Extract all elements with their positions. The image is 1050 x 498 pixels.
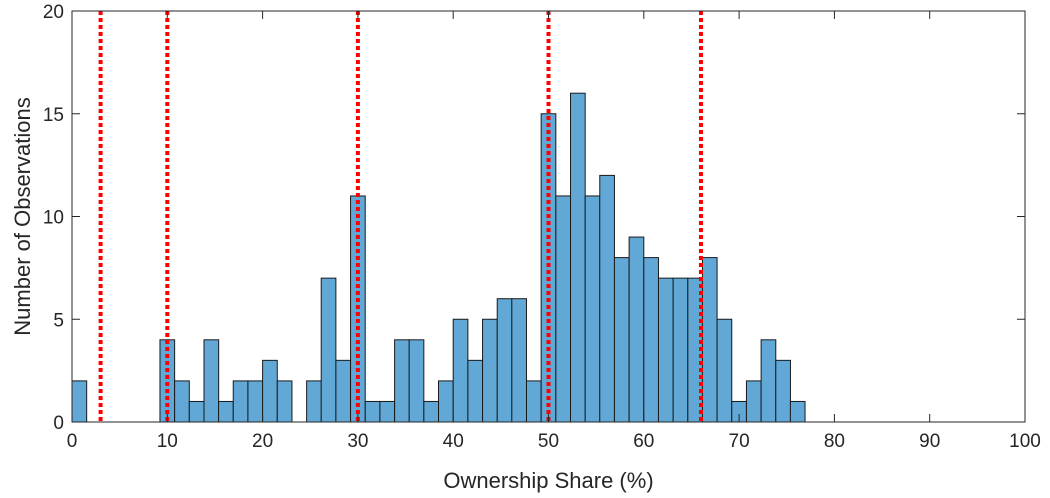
ticks-layer: 0 10 20 30 40 50 60 70 80 90 100 0 5 10 15 20 [43, 2, 1041, 452]
histogram-bar-34 [570, 92, 586, 423]
histogram-bar-11 [232, 380, 249, 423]
histogram-bar-38 [628, 236, 645, 423]
histogram-bar-26 [452, 318, 469, 423]
histogram-bar-48 [775, 359, 791, 423]
x-tick-label-7: 70 [729, 431, 750, 452]
histogram-bar-49 [789, 400, 806, 423]
histogram-bar-46 [745, 380, 762, 423]
histogram-bar-6 [159, 339, 176, 423]
histogram-bar-10 [218, 400, 234, 423]
histogram-bar-23 [408, 339, 425, 423]
x-tick-label-6: 60 [633, 431, 654, 452]
histogram-bar-31 [525, 380, 542, 423]
histogram-bar-16 [306, 380, 322, 423]
x-tick-label-3: 30 [347, 431, 368, 452]
histogram-bar-22 [394, 339, 410, 423]
histogram-bar-27 [467, 359, 484, 423]
histogram-bar-44 [716, 318, 733, 423]
histogram-bar-14 [276, 380, 293, 423]
x-tick-label-5: 50 [538, 431, 559, 452]
y-tick-label-4: 20 [43, 2, 64, 23]
histogram-bar-17 [320, 277, 337, 423]
histogram-bar-29 [496, 298, 513, 423]
bars-layer [71, 92, 806, 423]
histogram-bar-33 [555, 195, 572, 423]
x-axis-label: Ownership Share (%) [443, 468, 653, 493]
histogram-bar-18 [335, 359, 352, 423]
histogram-bar-37 [613, 257, 630, 423]
histogram-bar-7 [174, 380, 190, 423]
y-tick-label-1: 5 [53, 310, 64, 331]
histogram-bar-0 [71, 380, 88, 423]
x-tick-label-10: 100 [1009, 431, 1041, 452]
histogram-bar-41 [672, 277, 689, 423]
histogram-bar-8 [188, 400, 205, 423]
y-tick-label-0: 0 [53, 413, 64, 434]
histogram-bar-24 [423, 400, 440, 423]
histogram-bar-9 [203, 339, 220, 423]
histogram-bar-40 [657, 277, 674, 423]
y-axis-label: Number of Observations [10, 97, 35, 335]
x-tick-label-2: 20 [252, 431, 273, 452]
histogram-bar-21 [379, 400, 396, 423]
x-tick-label-9: 90 [919, 431, 940, 452]
histogram-bar-36 [599, 174, 615, 423]
x-tick-label-1: 10 [157, 431, 178, 452]
histogram-bar-28 [482, 318, 498, 423]
histogram-bar-13 [262, 359, 278, 423]
histogram-bar-25 [438, 380, 454, 423]
x-tick-label-4: 40 [443, 431, 464, 452]
histogram-bar-47 [760, 339, 777, 423]
histogram-bar-39 [643, 257, 659, 423]
y-tick-label-2: 10 [43, 208, 64, 229]
histogram-bar-30 [511, 298, 527, 423]
histogram-bar-12 [247, 380, 264, 423]
y-tick-label-3: 15 [43, 105, 64, 126]
histogram-bar-43 [701, 257, 718, 423]
reference-lines-layer [98, 11, 703, 422]
x-tick-label-0: 0 [67, 431, 78, 452]
histogram-bar-35 [584, 195, 601, 423]
histogram-bar-20 [364, 400, 381, 423]
x-tick-label-8: 80 [824, 431, 845, 452]
